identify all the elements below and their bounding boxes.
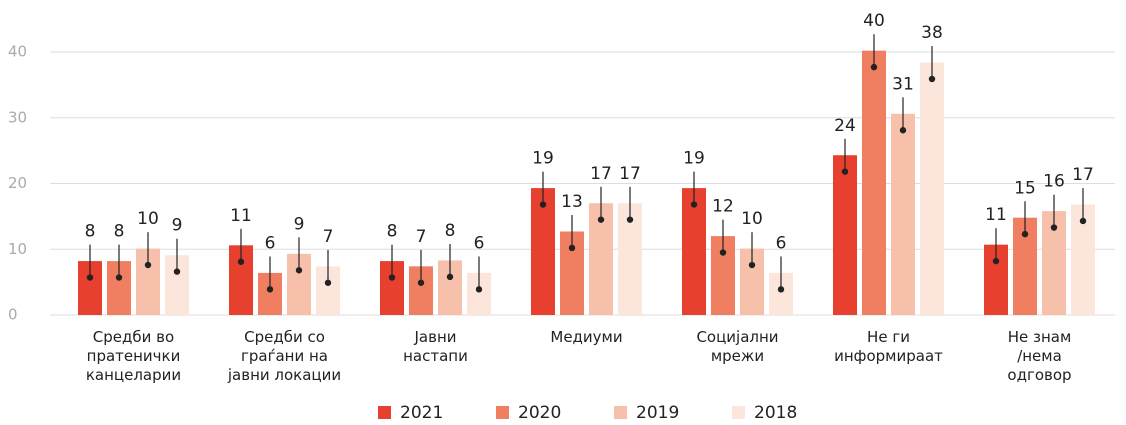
error-dot bbox=[777, 286, 785, 293]
value-label: 11 bbox=[230, 206, 252, 226]
x-tick-label: Не знам/нема одговор bbox=[1007, 328, 1071, 384]
error-dot bbox=[237, 258, 245, 265]
legend-label: 2018 bbox=[754, 403, 797, 423]
y-tick-label: 10 bbox=[8, 240, 27, 258]
error-dot bbox=[266, 286, 274, 293]
legend-swatch bbox=[378, 406, 391, 419]
error-dot bbox=[719, 249, 727, 256]
value-label: 6 bbox=[265, 233, 276, 253]
error-dot bbox=[446, 273, 454, 281]
legend-swatch bbox=[732, 406, 745, 419]
error-dot bbox=[144, 261, 152, 269]
value-label: 38 bbox=[921, 23, 943, 43]
error-dot bbox=[86, 274, 94, 281]
y-tick-label: 40 bbox=[8, 43, 27, 61]
value-label: 9 bbox=[172, 216, 183, 236]
error-dot bbox=[626, 216, 634, 223]
value-label: 15 bbox=[1014, 178, 1036, 198]
error-dot bbox=[690, 201, 698, 208]
bar bbox=[891, 113, 915, 316]
value-label: 10 bbox=[137, 209, 159, 229]
bar bbox=[920, 62, 944, 315]
legend-swatch bbox=[496, 406, 509, 419]
error-dot bbox=[173, 268, 181, 275]
error-dot bbox=[748, 261, 756, 269]
value-label: 11 bbox=[985, 205, 1007, 225]
error-dot bbox=[324, 279, 332, 286]
error-dot bbox=[1079, 217, 1087, 225]
x-tick-label: Јавни настапи bbox=[403, 328, 468, 365]
value-label: 8 bbox=[445, 221, 456, 241]
error-dot bbox=[992, 257, 1000, 265]
error-dot bbox=[115, 274, 123, 281]
x-tick-label: Не ги информираат bbox=[834, 328, 943, 365]
error-dot bbox=[1021, 230, 1029, 238]
y-tick-label: 20 bbox=[8, 174, 27, 192]
y-tick-label: 30 bbox=[8, 108, 27, 126]
value-label: 12 bbox=[712, 197, 734, 217]
value-label: 17 bbox=[619, 164, 641, 184]
error-dot bbox=[568, 244, 576, 252]
error-dot bbox=[388, 274, 396, 281]
x-tick-label: Медиуми bbox=[550, 328, 622, 346]
bar bbox=[833, 155, 857, 315]
error-dot bbox=[475, 286, 483, 293]
legend-label: 2020 bbox=[518, 403, 561, 423]
value-label: 19 bbox=[683, 149, 705, 169]
error-dot bbox=[870, 63, 878, 71]
error-dot bbox=[295, 267, 303, 274]
error-dot bbox=[1050, 224, 1058, 231]
value-label: 16 bbox=[1043, 172, 1065, 192]
error-dot bbox=[841, 168, 849, 175]
value-label: 19 bbox=[532, 149, 554, 169]
value-label: 6 bbox=[474, 233, 485, 253]
legend-label: 2021 bbox=[400, 403, 443, 423]
x-tick-label: Средби во пратенички канцеларии bbox=[86, 328, 181, 384]
bar bbox=[682, 188, 706, 315]
value-label: 10 bbox=[741, 209, 763, 229]
error-dot bbox=[928, 75, 936, 83]
x-tick-label: Средби со граѓани на јавни локации bbox=[227, 328, 341, 384]
value-label: 40 bbox=[863, 11, 885, 31]
value-label: 8 bbox=[114, 222, 125, 242]
bar bbox=[531, 188, 555, 315]
error-dot bbox=[597, 216, 605, 223]
value-label: 17 bbox=[1072, 165, 1094, 185]
value-label: 8 bbox=[387, 222, 398, 242]
value-label: 7 bbox=[323, 227, 334, 247]
bar bbox=[862, 50, 886, 316]
x-tick-label: Социјални мрежи bbox=[696, 328, 778, 365]
value-label: 24 bbox=[834, 116, 856, 136]
legend-swatch bbox=[614, 406, 627, 419]
error-dot bbox=[539, 201, 547, 208]
value-label: 17 bbox=[590, 164, 612, 184]
value-label: 31 bbox=[892, 74, 914, 94]
value-label: 6 bbox=[776, 233, 787, 253]
y-tick-label: 0 bbox=[8, 306, 18, 324]
error-dot bbox=[899, 127, 907, 134]
error-dot bbox=[417, 279, 425, 286]
value-label: 9 bbox=[294, 214, 305, 234]
value-label: 7 bbox=[416, 227, 427, 247]
legend-label: 2019 bbox=[636, 403, 679, 423]
value-label: 8 bbox=[85, 222, 96, 242]
value-label: 13 bbox=[561, 192, 583, 212]
